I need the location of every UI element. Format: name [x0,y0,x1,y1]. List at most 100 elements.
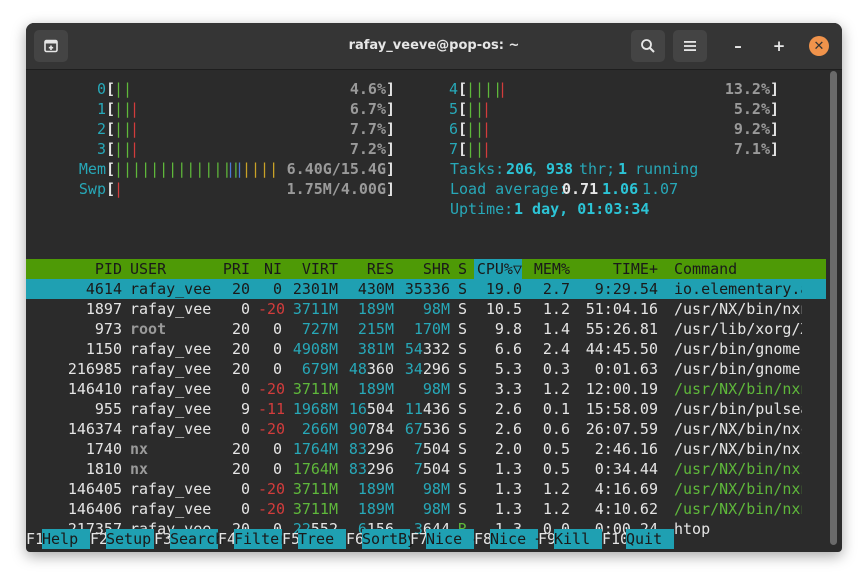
column-header[interactable]: MEM% [533,260,570,278]
meter-bracket-open: [ [458,140,468,158]
time-cell: 44:45.50 [585,340,658,358]
time-cell: 26:07.59 [585,420,658,438]
mem-cell: 2.7 [542,280,570,298]
process-row[interactable]: 216985 rafay_vee 20 0 679M 48360 34296 S 5.3 0.3 0… [26,359,826,379]
user-cell: rafay_vee [130,400,212,418]
uptime-label: Uptime: [450,200,523,218]
meter-bracket-open: [ [106,180,116,198]
meter-value: 7.2% [349,140,386,158]
meter-bracket-open: [ [106,160,116,178]
nice-cell: -20 [258,300,286,318]
process-row[interactable]: 146374 rafay_vee 0 -20 266M 90784 67536 S 2.6 0.6… [26,419,826,439]
meter-label: 5 [448,100,458,118]
pid-cell: 4614 [85,280,122,298]
pid-cell: 1810 [85,460,122,478]
shr-cell: 7504 [413,460,450,478]
meter-bar-segment: |||| [466,80,503,98]
column-header[interactable]: CPU%▽ [474,259,522,279]
column-header[interactable]: S [458,260,468,278]
fkey-f2-button[interactable]: Setup [106,529,161,549]
process-row[interactable]: 1810 nx 20 0 1764M 83296 7504 S 1.3 0.5 0:34.44/us… [26,459,826,479]
hamburger-menu-icon [684,41,696,51]
state-cell: S [458,280,468,298]
command-cell: htop [674,520,711,538]
tasks-text: running [626,160,699,178]
pid-cell: 216985 [67,360,122,378]
meter-bracket-close: ] [386,120,396,138]
cpu-cell: 2.6 [494,420,522,438]
user-cell: rafay_vee [130,500,212,518]
mem-meter-row: Mem[|||||||||||||| || |||| 6.40G/15.4G] Task… [26,159,826,179]
user-cell: root [130,320,167,338]
mem-cell: 0.1 [542,400,570,418]
meter-value: 6.40G/15.4G [286,160,386,178]
htop-output[interactable]: 0[|| 4.6%] 4[|||| | 13.2%] 1[|| | 6.7%] 5[|| | 5.2… [26,79,826,539]
minimize-button[interactable]: – [728,36,748,56]
nice-cell: 0 [272,460,282,478]
shr-cell: 170M [413,320,450,338]
fkey-f10-button[interactable]: Quit [626,529,681,549]
process-row[interactable]: 1897 rafay_vee 0 -20 3711M 189M 98M S 10.5 1.2 51:… [26,299,826,319]
column-header[interactable]: PID [94,260,122,278]
process-row[interactable]: 973 root 20 0 727M 215M 170M S 9.8 1.4 55:26.81/us… [26,319,826,339]
state-cell: S [458,360,468,378]
column-header[interactable]: VIRT [301,260,338,278]
maximize-button[interactable]: + [769,36,789,56]
process-row[interactable]: 1150 rafay_vee 20 0 4908M 381M 54332 S 6.6 2.4 44:… [26,339,826,359]
menu-button[interactable] [673,30,707,62]
meter-bar-segment: || [466,140,485,158]
pid-cell: 146374 [67,420,122,438]
fkey-f9-button[interactable]: Kill [554,529,609,549]
column-header[interactable]: RES [366,260,394,278]
search-button[interactable] [631,30,665,62]
close-button[interactable]: ✕ [809,36,829,56]
nice-cell: -20 [258,420,286,438]
mem-cell: 1.2 [542,500,570,518]
scrollbar[interactable] [830,71,837,545]
virt-cell: 1764M [292,460,338,478]
column-header[interactable]: NI [263,260,282,278]
column-header[interactable]: Command [674,260,738,278]
spacer-row [26,219,826,239]
process-row[interactable]: 955 rafay_vee 9 -11 1968M 16504 11436 S 2.6 0.1 15… [26,399,826,419]
fkey-f1-button[interactable]: Help [42,529,97,549]
process-row[interactable]: 146406 rafay_vee 0 -20 3711M 189M 98M S 1.3 1.2 4:… [26,499,826,519]
process-row[interactable]: 146410 rafay_vee 0 -20 3711M 189M 98M S 3.3 1.2 12… [26,379,826,399]
fkey-f3-button[interactable]: Search [170,529,225,549]
swap-meter-row: Swp[| 1.75M/4.00G] Load average: 0.71 1.06 1… [26,179,826,199]
fkey-f7-button[interactable]: Nice - [426,529,481,549]
column-header[interactable]: SHR [422,260,450,278]
fkey-f5-button[interactable]: Tree [298,529,353,549]
column-header[interactable]: TIME+ [612,260,658,278]
new-tab-button[interactable] [34,30,68,62]
column-header[interactable]: PRI [222,260,250,278]
pid-cell: 955 [94,400,122,418]
cpu-meter-row: 3[|| | 7.2%] 7[|| | 7.1%] [26,139,826,159]
res-cell: 90784 [348,420,394,438]
fkey-f6-button[interactable]: SortBy [362,529,417,549]
meter-bar-segment: |||||||||||||| [114,160,241,178]
meter-bar-segment: | [482,140,492,158]
res-cell: 16504 [348,400,394,418]
meter-label: 6 [448,120,458,138]
process-row[interactable]: 4614 rafay_vee 20 0 2301M 430M 35336 S 19.0 2.7 9:… [26,279,826,299]
time-cell: 4:16.69 [594,480,658,498]
user-cell: rafay_vee [130,380,212,398]
time-cell: 4:10.62 [594,500,658,518]
state-cell: S [458,440,468,458]
fkey-f8-button[interactable]: Nice + [490,529,545,549]
priority-cell: 20 [231,360,250,378]
user-cell: nx [130,460,149,478]
state-cell: S [458,460,468,478]
pid-cell: 973 [94,320,122,338]
load-average-text: 1.06 [602,180,639,198]
meter-label: Mem [78,160,106,178]
column-header[interactable]: USER [130,260,167,278]
fkey-f4-button[interactable]: Filter [234,529,289,549]
cpu-meter-row: 2[|| | 7.7%] 6[|| | 9.2%] [26,119,826,139]
state-cell: S [458,400,468,418]
process-row[interactable]: 146405 rafay_vee 0 -20 3711M 189M 98M S 1.3 1.2 4:… [26,479,826,499]
tasks-text: , [530,160,549,178]
cpu-cell: 1.3 [494,500,522,518]
process-row[interactable]: 1740 nx 20 0 1764M 83296 7504 S 2.0 0.5 2:46.16/us… [26,439,826,459]
